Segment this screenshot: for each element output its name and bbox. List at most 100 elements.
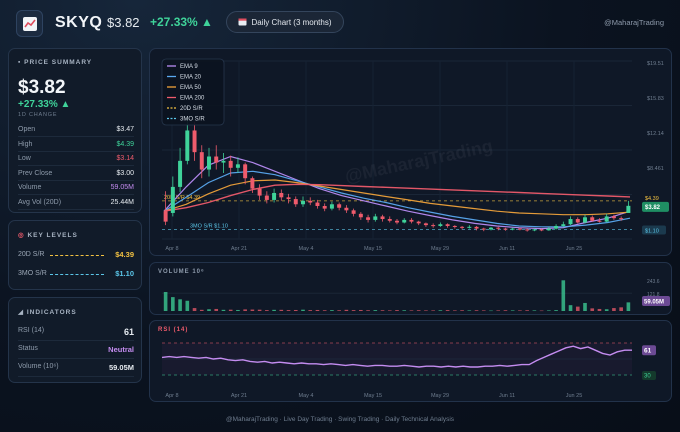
candle-body [199, 152, 204, 170]
candle-body [517, 228, 522, 230]
summary-row: Open $3.47 [18, 124, 134, 137]
volume-bar [236, 309, 240, 311]
volume-bar [619, 307, 623, 311]
price-tag-text: $3.82 [645, 205, 661, 211]
volume-tag: 59.05M [642, 296, 670, 306]
volume-bar [590, 308, 595, 311]
volume-bar [474, 310, 479, 311]
x-tick-label: May 4 [299, 393, 314, 399]
candle-body [170, 186, 175, 213]
summary-row-label: Open [18, 126, 36, 133]
row-divider [18, 208, 134, 210]
key-level-value: $1.10 [115, 269, 134, 278]
volume-bar [402, 310, 407, 311]
candle-body [373, 216, 378, 220]
candle-body [221, 160, 226, 163]
timeframe-button[interactable]: Daily Chart (3 months) [226, 11, 344, 33]
volume-bar [315, 309, 320, 311]
x-tick-label: May 29 [431, 393, 449, 399]
volume-bar [604, 309, 609, 311]
summary-row-label: Volume [18, 184, 42, 191]
summary-row-label: Low [18, 155, 31, 162]
legend-label: EMA 9 [180, 64, 198, 70]
candle-body [474, 226, 479, 229]
rsi-title: RSI (14) [158, 327, 189, 333]
volume-bar [344, 309, 349, 311]
volume-bar [561, 280, 566, 311]
candle-body [590, 217, 595, 221]
volume-bar [322, 310, 327, 311]
candle-body [561, 224, 566, 226]
row-divider [18, 194, 134, 195]
y-tick-label: $19.51 [647, 61, 664, 67]
volume-bar [583, 302, 587, 311]
legend-label: EMA 50 [180, 85, 202, 91]
volume-y-tick: 121.8 [647, 292, 660, 298]
rsi-panel: RSI (14) 61 30 Apr 8 Apr 21 May 4 May 15 May 2… [149, 320, 672, 402]
indicator-row: Volume (10⁶) 59.05M [18, 361, 134, 377]
ema-line-2 [163, 179, 631, 216]
y-tick-label: $8.461 [647, 166, 664, 172]
candle-body [344, 207, 349, 211]
candle-body [604, 216, 609, 222]
key-level-row: 20D S/R $4.39 [18, 248, 134, 262]
row-divider [18, 340, 134, 341]
volume-bar [481, 310, 486, 311]
candle-body [315, 202, 320, 207]
volume-bar [257, 309, 262, 311]
candle-body [387, 219, 392, 221]
rsi-30-tag: 30 [642, 371, 656, 380]
volume-bar [453, 310, 457, 311]
candle-body [250, 178, 255, 189]
x-tick-label: Jun 11 [499, 393, 515, 399]
candle-body [597, 220, 602, 222]
y-tick-label: $15.83 [647, 96, 664, 102]
summary-row-value: $3.47 [116, 126, 134, 133]
volume-tag-text: 59.05M [644, 300, 664, 306]
candle-body [272, 192, 277, 200]
candle-body [380, 216, 385, 220]
key-level-dash [50, 255, 104, 256]
rsi-chart[interactable]: 61 30 Apr 8 Apr 21 May 4 May 15 May 29 Jun 11 Ju… [150, 321, 673, 403]
volume-bar [568, 305, 573, 311]
candle-body [423, 223, 428, 226]
summary-row: Prev Close $3.00 [18, 168, 134, 181]
header-change: +27.33% ▲ [150, 15, 213, 29]
candle-body [416, 221, 421, 224]
chart-small-icon: ▪ [18, 59, 22, 66]
candle-body [554, 225, 559, 229]
volume-bar [612, 308, 616, 311]
rsi-30-box [642, 371, 656, 380]
candle-body [185, 130, 190, 161]
author-handle: @MaharajTrading [604, 18, 664, 27]
volume-chart[interactable]: 243.6 121.8 59.05M [150, 263, 673, 316]
candle-body [438, 224, 443, 226]
indicator-value: Neutral [108, 345, 134, 354]
rsi-tag-box [642, 345, 656, 356]
volume-bar [272, 309, 276, 311]
volume-bar [467, 310, 472, 311]
key-level-label: 3MO S/R [18, 270, 47, 277]
volume-bar [554, 310, 558, 311]
summary-price: $3.82 [18, 77, 66, 98]
sr-20d-tag: $4.39 [645, 196, 659, 202]
volume-bar [547, 310, 551, 311]
price-chart[interactable]: @MaharajTrading 20D S/R $4.39 3MO S/R $1.1… [150, 49, 673, 257]
sr-tag-box [642, 225, 666, 235]
price-chart-panel: @MaharajTrading 20D S/R $4.39 3MO S/R $1.1… [149, 48, 672, 256]
key-levels-card: ◎ KEY LEVELS 20D S/R $4.39 3MO S/R $1.10 [8, 220, 142, 290]
x-tick-label: Jun 25 [566, 246, 583, 252]
volume-bar [532, 310, 537, 311]
summary-subtitle: 1D CHANGE [18, 112, 58, 118]
candle-body [525, 229, 530, 231]
volume-bar [243, 309, 247, 311]
legend-label: 3MO S/R [180, 117, 205, 123]
volume-bar [387, 310, 392, 311]
candle-body [264, 195, 269, 200]
target-icon: ◎ [18, 232, 25, 239]
summary-row-value: 25.44M [110, 198, 134, 206]
volume-bar [597, 308, 602, 311]
volume-bar [460, 310, 464, 311]
ticker-symbol: SKYQ [55, 14, 103, 31]
candle-body [366, 217, 371, 220]
